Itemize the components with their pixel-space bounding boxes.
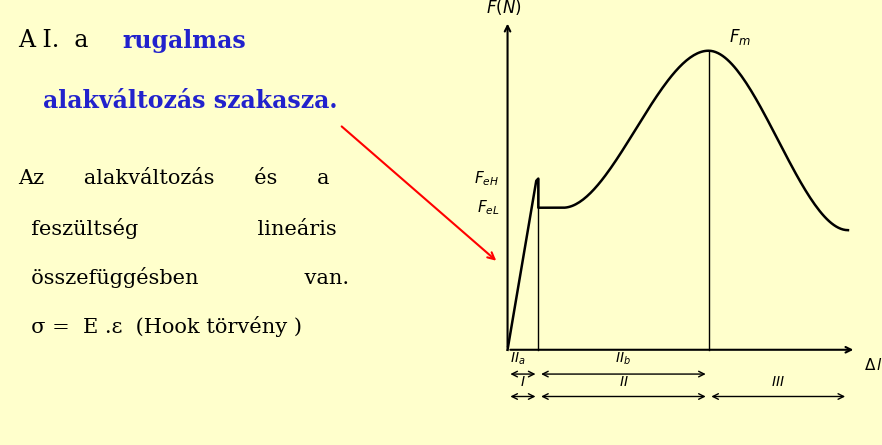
Text: összefüggésben                van.: összefüggésben van.	[19, 267, 349, 288]
Text: $III$: $III$	[771, 375, 785, 389]
Text: $II_a$: $II_a$	[510, 350, 525, 367]
Text: σ =  E .ε  (Hook törvény ): σ = E .ε (Hook törvény )	[19, 316, 303, 337]
Text: feszültség                  lineáris: feszültség lineáris	[19, 218, 337, 239]
Text: alakváltozás szakasza.: alakváltozás szakasza.	[43, 89, 338, 113]
Text: $II$: $II$	[618, 375, 628, 389]
Text: $F_m$: $F_m$	[729, 27, 751, 47]
Text: rugalmas: rugalmas	[123, 29, 246, 53]
Text: $II_b$: $II_b$	[616, 350, 632, 367]
Text: $F_{eH}$: $F_{eH}$	[475, 169, 499, 188]
Text: $I$: $I$	[520, 375, 526, 389]
Text: A I.  a: A I. a	[19, 29, 96, 52]
Text: $\Delta\, l\ (mm)$: $\Delta\, l\ (mm)$	[864, 356, 882, 374]
Text: Az      alakváltozás      és      a: Az alakváltozás és a	[19, 169, 330, 188]
Text: $F_{eL}$: $F_{eL}$	[477, 198, 499, 217]
Text: $F(N)$: $F(N)$	[486, 0, 521, 17]
